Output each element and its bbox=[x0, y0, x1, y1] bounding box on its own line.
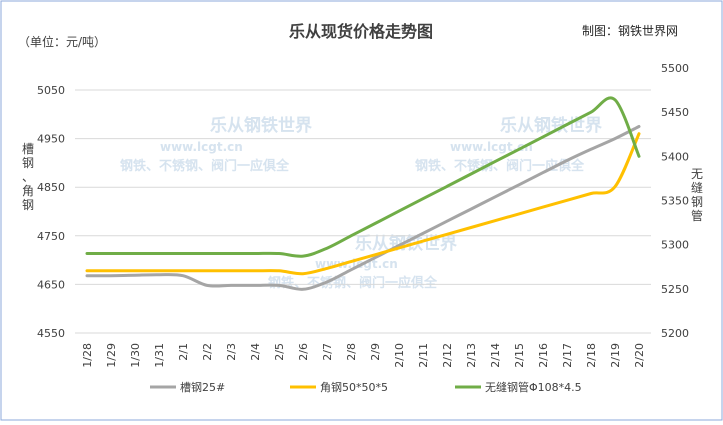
chart-title: 乐从现货价格走势图 bbox=[289, 22, 433, 41]
y-right-tick-label: 5500 bbox=[661, 62, 689, 75]
unit-note: （单位：元/吨） bbox=[18, 34, 106, 49]
y-right-tick-label: 5400 bbox=[661, 150, 689, 163]
y-axis-left-ticks: 4550 4650 4750 4850 4950 5050 bbox=[37, 84, 65, 340]
x-tick-label: 2/10 bbox=[393, 343, 406, 368]
y-left-tick-label: 4750 bbox=[37, 230, 65, 243]
y-axis-right-label: 无缝钢管 bbox=[691, 167, 703, 223]
x-tick-label: 2/17 bbox=[561, 343, 574, 368]
x-tick-label: 1/28 bbox=[81, 343, 94, 368]
watermark-slogan-2: 钢铁、不锈钢、阀门一应俱全 bbox=[415, 158, 585, 174]
x-tick-label: 2/18 bbox=[585, 343, 598, 368]
x-tick-label: 2/11 bbox=[417, 343, 430, 368]
x-tick-label: 2/1 bbox=[177, 343, 190, 361]
series-line-1 bbox=[85, 132, 641, 276]
x-tick-label: 2/9 bbox=[369, 343, 382, 361]
x-tick-label: 2/7 bbox=[321, 343, 334, 361]
y-right-tick-label: 5350 bbox=[661, 195, 689, 208]
credit-note: 制图：钢铁世界网 bbox=[582, 24, 678, 38]
y-right-tick-label: 5250 bbox=[661, 283, 689, 296]
x-tick-label: 1/30 bbox=[129, 343, 142, 368]
x-axis-ticks: 1/28 1/29 1/30 1/31 2/1 2/2 2/3 2/4 2/5 2/6 2/7 2/8… bbox=[81, 343, 646, 368]
watermark-brand-1: 乐从钢铁世界 bbox=[210, 115, 312, 136]
y-axis-left-label: 槽钢、角钢 bbox=[22, 142, 34, 212]
x-tick-label: 2/20 bbox=[633, 343, 646, 368]
x-tick-label: 2/4 bbox=[249, 343, 262, 361]
series-line-2 bbox=[85, 96, 641, 258]
x-tick-label: 2/13 bbox=[465, 343, 478, 368]
legend: 槽钢25# 角钢50*50*5 无缝钢管Φ108*4.5 bbox=[150, 380, 582, 394]
y-left-tick-label: 4650 bbox=[37, 278, 65, 291]
watermark-slogan-1: 钢铁、不锈钢、阀门一应俱全 bbox=[120, 158, 290, 174]
y-left-tick-label: 4550 bbox=[37, 327, 65, 340]
legend-label-0: 槽钢25# bbox=[180, 381, 225, 394]
x-tick-label: 2/5 bbox=[273, 343, 286, 361]
watermark-url-1: www.lcgt.cn bbox=[160, 140, 243, 154]
x-tick-label: 2/2 bbox=[201, 343, 214, 361]
x-tick-label: 1/31 bbox=[153, 343, 166, 368]
x-tick-label: 2/19 bbox=[609, 343, 622, 368]
series-lines bbox=[85, 96, 641, 291]
x-tick-label: 2/16 bbox=[537, 343, 550, 368]
x-tick-label: 2/3 bbox=[225, 343, 238, 361]
x-tick-label: 2/14 bbox=[489, 343, 502, 368]
y-left-tick-label: 4950 bbox=[37, 133, 65, 146]
y-right-tick-label: 5450 bbox=[661, 106, 689, 119]
x-tick-label: 2/6 bbox=[297, 343, 310, 361]
y-left-tick-label: 4850 bbox=[37, 181, 65, 194]
x-tick-label: 2/12 bbox=[441, 343, 454, 368]
grid-lines bbox=[75, 89, 651, 334]
legend-label-1: 角钢50*50*5 bbox=[320, 381, 388, 394]
watermark-url-2: www.lcgt.cn bbox=[450, 140, 533, 154]
series-line-0 bbox=[85, 125, 641, 291]
x-tick-label: 2/8 bbox=[345, 343, 358, 361]
y-axis-right-ticks: 5200 5250 5300 5350 5400 5450 5500 bbox=[661, 62, 689, 340]
legend-label-2: 无缝钢管Φ108*4.5 bbox=[485, 380, 582, 394]
x-tick-label: 1/29 bbox=[105, 343, 118, 368]
y-right-tick-label: 5200 bbox=[661, 327, 689, 340]
y-left-tick-label: 5050 bbox=[37, 84, 65, 97]
y-right-tick-label: 5300 bbox=[661, 239, 689, 252]
x-tick-label: 2/15 bbox=[513, 343, 526, 368]
